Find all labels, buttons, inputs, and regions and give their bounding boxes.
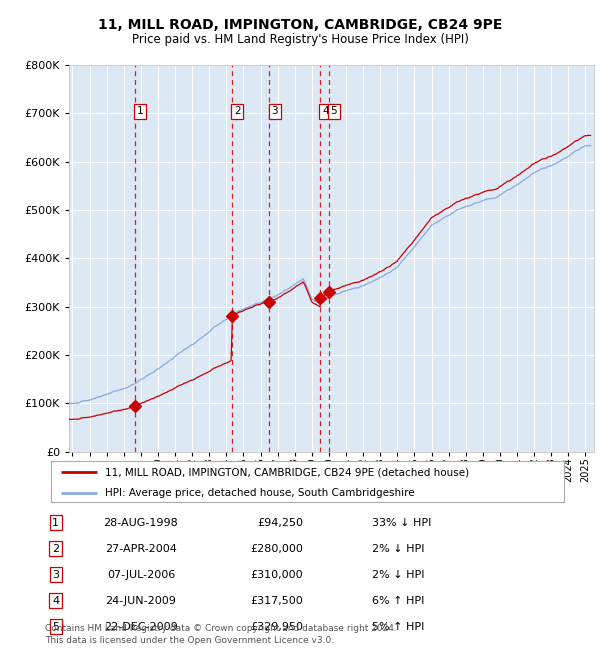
Text: 24-JUN-2009: 24-JUN-2009 [106, 595, 176, 606]
Text: 4: 4 [322, 107, 329, 116]
Text: 2% ↓ HPI: 2% ↓ HPI [372, 543, 425, 554]
Text: £329,950: £329,950 [250, 621, 303, 632]
Text: 27-APR-2004: 27-APR-2004 [105, 543, 177, 554]
Text: £280,000: £280,000 [250, 543, 303, 554]
Text: 11, MILL ROAD, IMPINGTON, CAMBRIDGE, CB24 9PE: 11, MILL ROAD, IMPINGTON, CAMBRIDGE, CB2… [98, 18, 502, 32]
Text: 33% ↓ HPI: 33% ↓ HPI [372, 517, 431, 528]
Text: 2: 2 [234, 107, 241, 116]
Text: 1: 1 [137, 107, 143, 116]
Text: 5: 5 [52, 621, 59, 632]
Text: 5% ↑ HPI: 5% ↑ HPI [372, 621, 424, 632]
Text: Price paid vs. HM Land Registry's House Price Index (HPI): Price paid vs. HM Land Registry's House … [131, 32, 469, 46]
Text: 4: 4 [52, 595, 59, 606]
Text: £310,000: £310,000 [250, 569, 303, 580]
Text: 5: 5 [331, 107, 337, 116]
Text: 07-JUL-2006: 07-JUL-2006 [107, 569, 175, 580]
Text: Contains HM Land Registry data © Crown copyright and database right 2024.
This d: Contains HM Land Registry data © Crown c… [45, 624, 397, 645]
Text: 1: 1 [52, 517, 59, 528]
Text: 2% ↓ HPI: 2% ↓ HPI [372, 569, 425, 580]
Text: 11, MILL ROAD, IMPINGTON, CAMBRIDGE, CB24 9PE (detached house): 11, MILL ROAD, IMPINGTON, CAMBRIDGE, CB2… [105, 467, 469, 477]
Text: 22-DEC-2009: 22-DEC-2009 [104, 621, 178, 632]
Text: 6% ↑ HPI: 6% ↑ HPI [372, 595, 424, 606]
Text: £317,500: £317,500 [250, 595, 303, 606]
Text: 28-AUG-1998: 28-AUG-1998 [104, 517, 178, 528]
Text: £94,250: £94,250 [257, 517, 303, 528]
Text: 3: 3 [271, 107, 278, 116]
Text: HPI: Average price, detached house, South Cambridgeshire: HPI: Average price, detached house, Sout… [105, 488, 415, 498]
Text: 3: 3 [52, 569, 59, 580]
Text: 2: 2 [52, 543, 59, 554]
